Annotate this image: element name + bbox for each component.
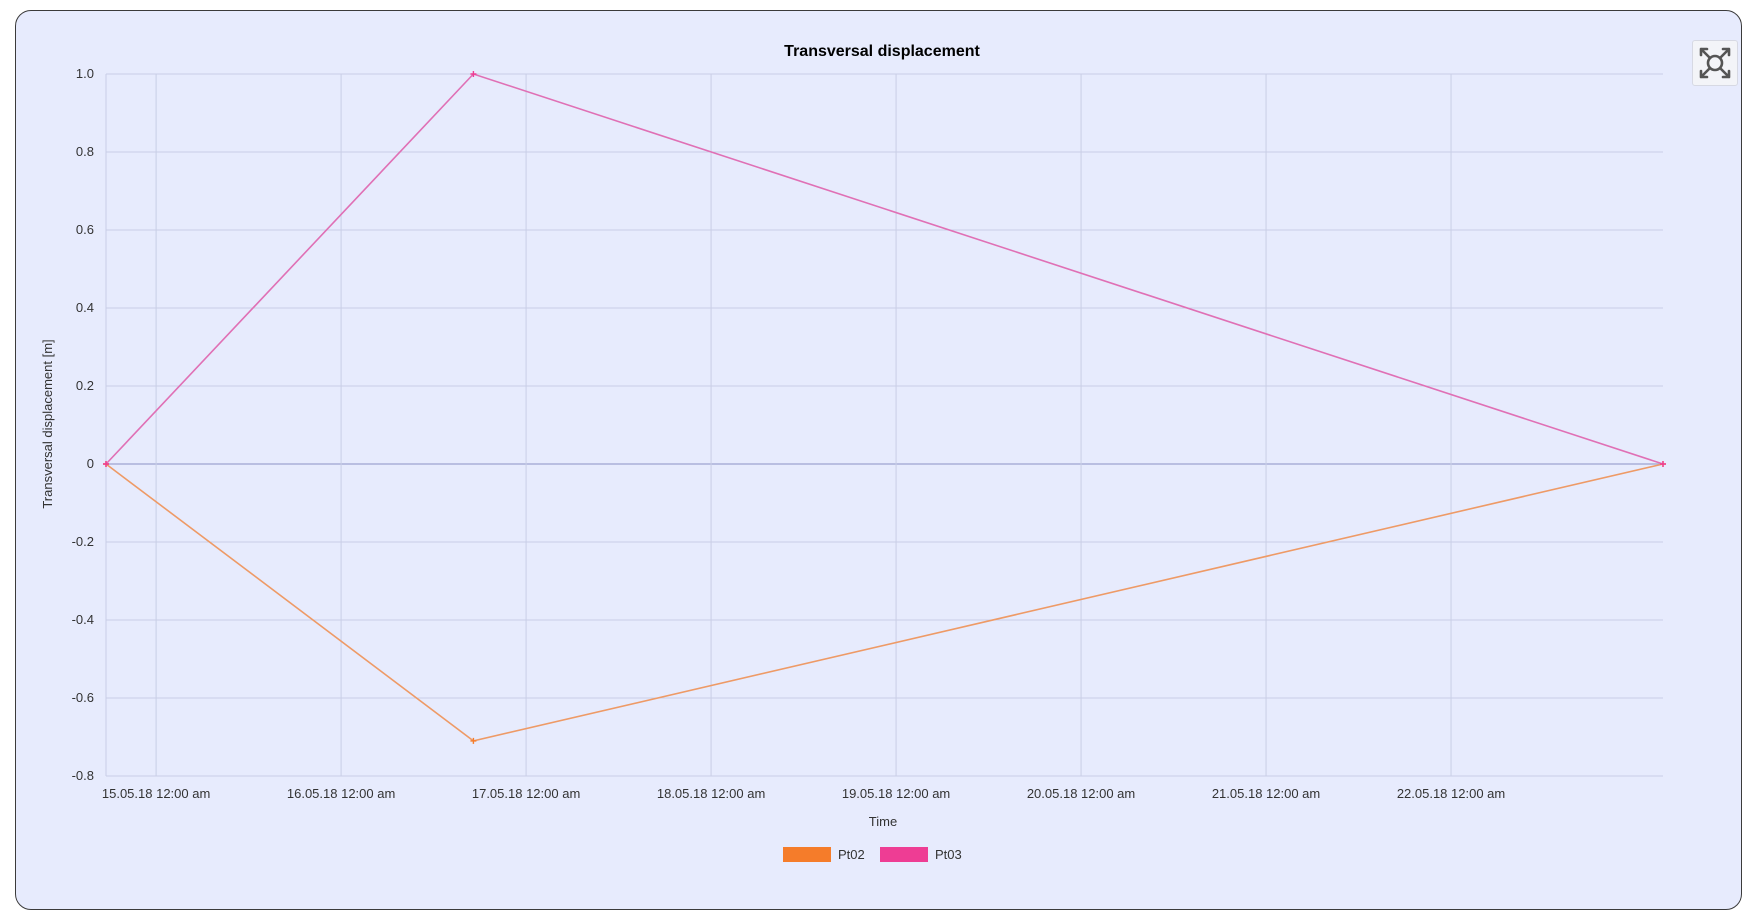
series-line-pt02 (105, 463, 1664, 742)
data-point-pt03 (470, 71, 477, 77)
x-tick-label: 16.05.18 12:00 am (287, 786, 395, 801)
y-tick-label: 0.2 (76, 378, 94, 393)
legend-swatch-pt02 (783, 847, 831, 862)
legend-label-pt02: Pt02 (838, 847, 865, 862)
x-tick-label: 17.05.18 12:00 am (472, 786, 580, 801)
x-axis-label: Time (869, 814, 897, 829)
y-axis-label: Transversal displacement [m] (40, 339, 55, 508)
y-tick-label: -0.8 (72, 768, 94, 783)
y-tick-label: 0.8 (76, 144, 94, 159)
legend-swatch-pt03 (880, 847, 928, 862)
legend-label-pt03: Pt03 (935, 847, 962, 862)
data-point-pt02 (470, 737, 477, 744)
y-tick-label: -0.4 (72, 612, 94, 627)
y-tick-label: 1.0 (76, 66, 94, 81)
data-point-pt03 (1660, 461, 1666, 467)
fullscreen-button[interactable] (1692, 40, 1738, 86)
x-tick-label: 20.05.18 12:00 am (1027, 786, 1135, 801)
y-tick-label: 0.4 (76, 300, 94, 315)
x-tick-label: 19.05.18 12:00 am (842, 786, 950, 801)
y-axis-ticks: 1.0 0.8 0.6 0.4 0.2 0 -0.2 -0.4 -0.6 -0.8 (72, 66, 94, 783)
y-tick-label: 0 (87, 456, 94, 471)
data-point-pt03 (103, 461, 109, 467)
legend: Pt02 Pt03 (783, 847, 962, 862)
x-tick-label: 22.05.18 12:00 am (1397, 786, 1505, 801)
series-line-pt03 (105, 73, 1664, 465)
y-tick-label: 0.6 (76, 222, 94, 237)
series-lines (103, 71, 1666, 744)
x-tick-label: 21.05.18 12:00 am (1212, 786, 1320, 801)
x-tick-label: 18.05.18 12:00 am (657, 786, 765, 801)
x-axis-ticks: 15.05.18 12:00 am 16.05.18 12:00 am 17.05.… (102, 786, 1505, 801)
y-tick-label: -0.6 (72, 690, 94, 705)
fullscreen-expand-icon (1699, 47, 1731, 79)
x-tick-label: 15.05.18 12:00 am (102, 786, 210, 801)
chart-title: Transversal displacement (784, 43, 980, 60)
y-tick-label: -0.2 (72, 534, 94, 549)
grid (105, 73, 1663, 777)
chart-panel (15, 10, 1742, 910)
